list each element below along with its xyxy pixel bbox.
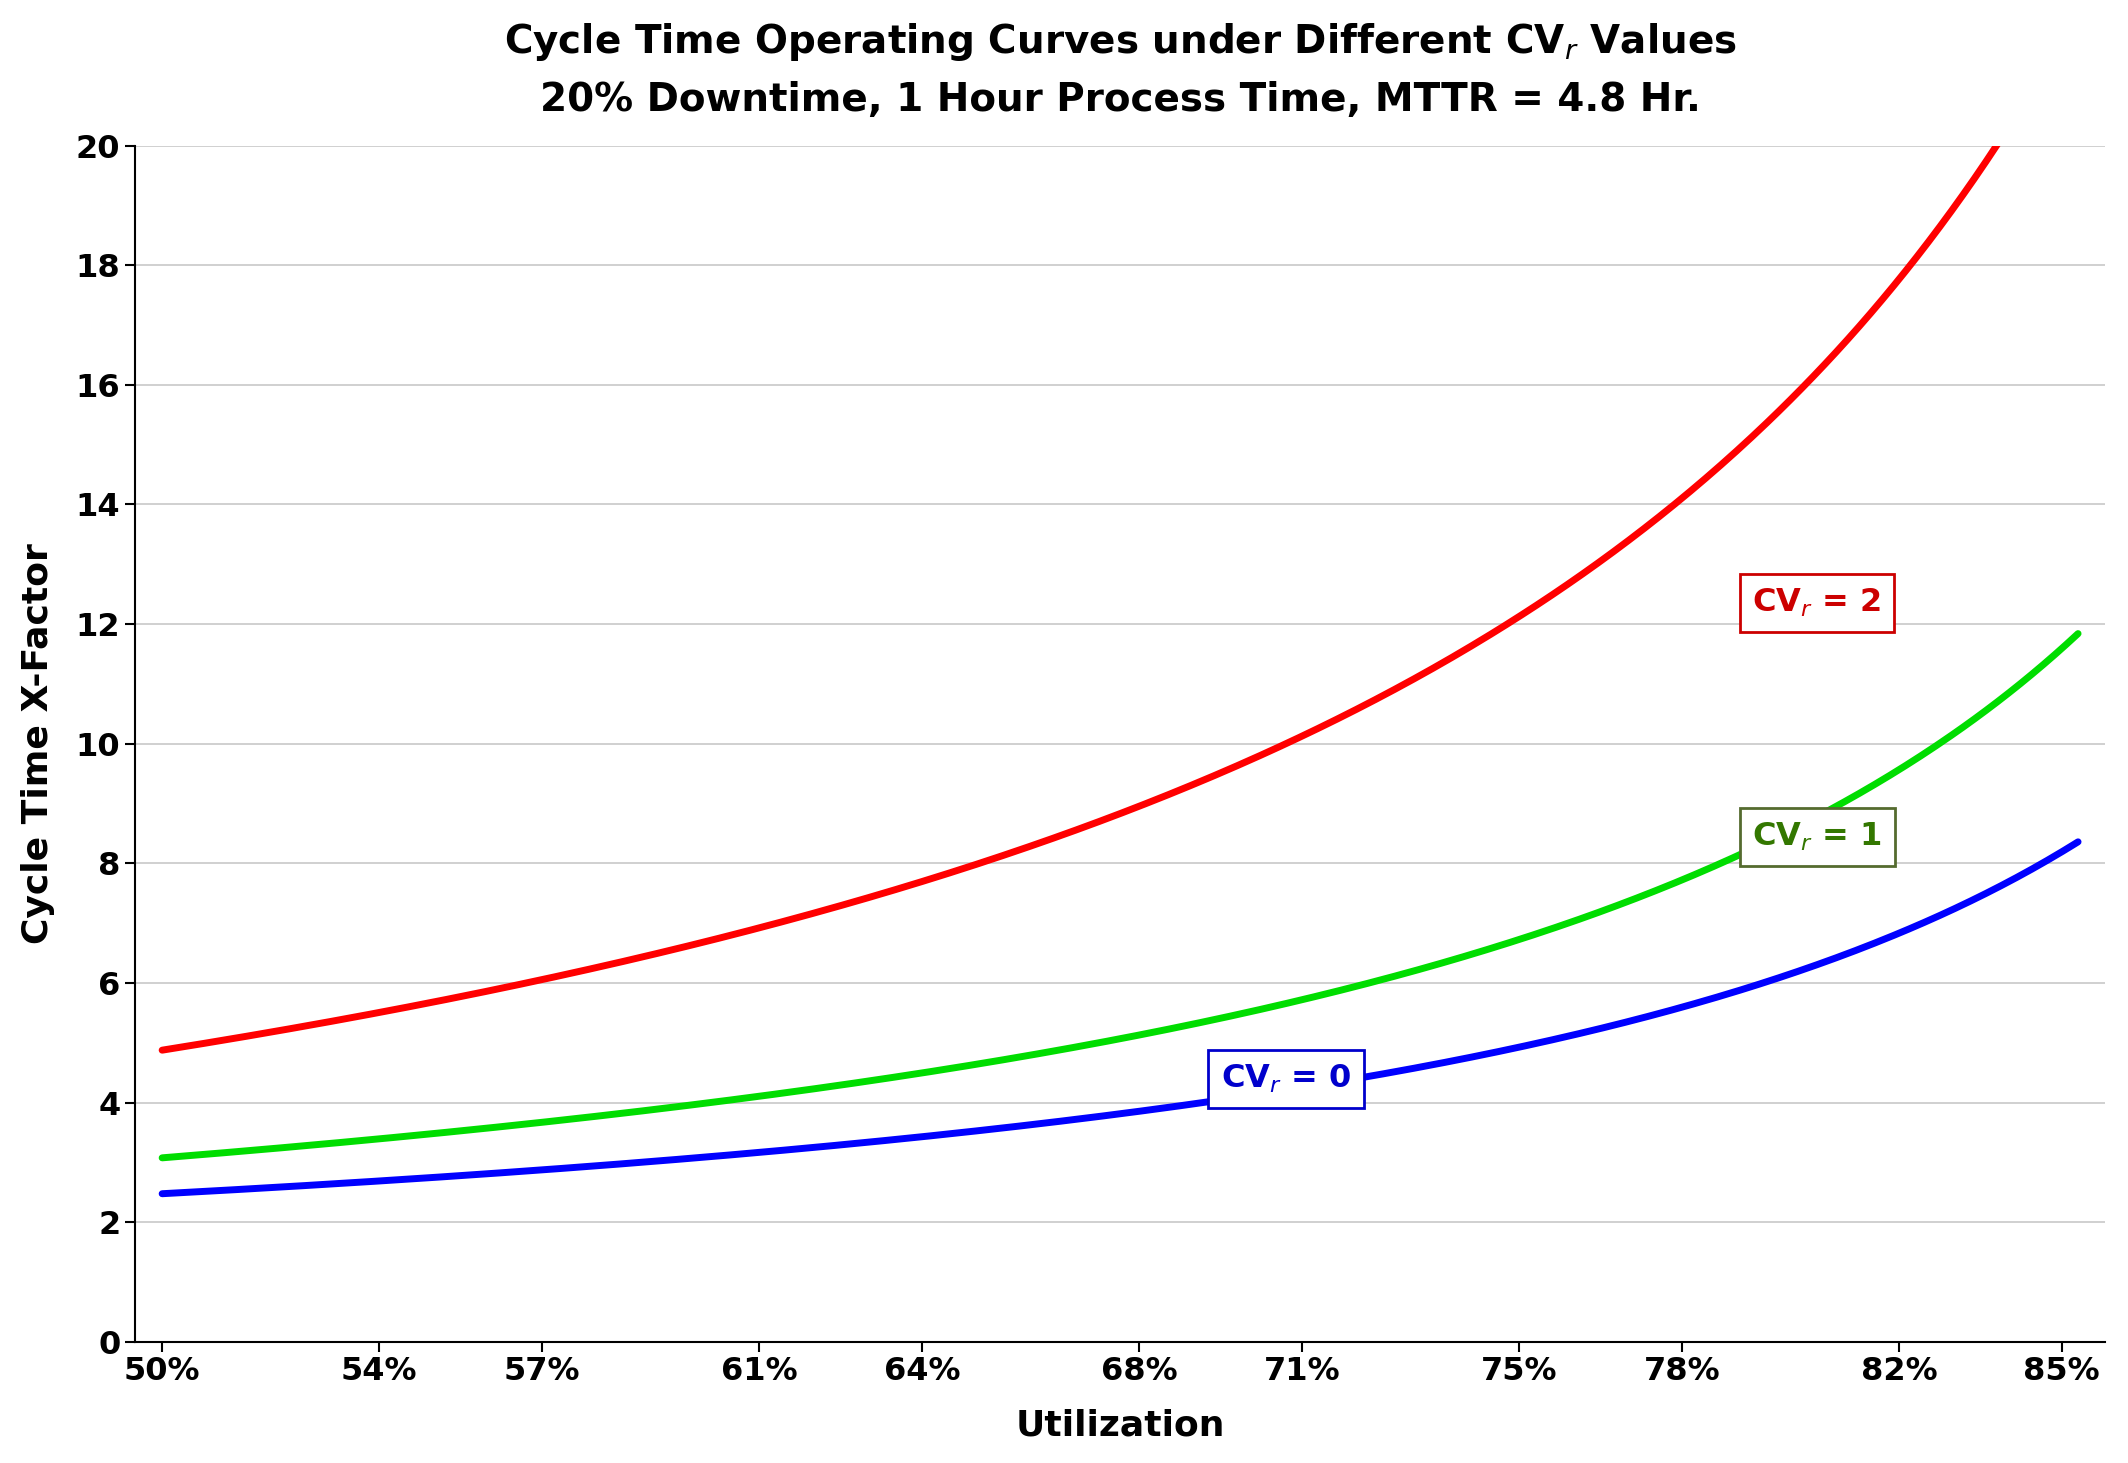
Y-axis label: Cycle Time X-Factor: Cycle Time X-Factor xyxy=(21,543,55,944)
X-axis label: Utilization: Utilization xyxy=(1015,1409,1226,1443)
Text: CV$_r$ = 2: CV$_r$ = 2 xyxy=(1753,587,1881,619)
Text: CV$_r$ = 0: CV$_r$ = 0 xyxy=(1221,1062,1351,1094)
Title: Cycle Time Operating Curves under Different CV$_r$ Values
20% Downtime, 1 Hour P: Cycle Time Operating Curves under Differ… xyxy=(504,20,1736,119)
Text: CV$_r$ = 1: CV$_r$ = 1 xyxy=(1753,821,1883,853)
